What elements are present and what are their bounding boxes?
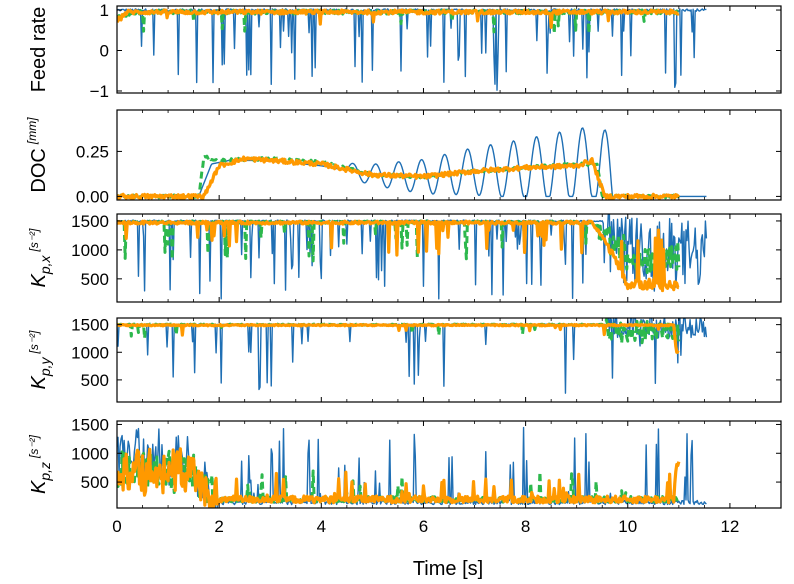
y-tick-label: 1 [100,1,109,20]
x-tick-label: 2 [214,517,223,536]
y-tick-label: 1000 [71,241,109,260]
x-tick-label: 12 [720,517,739,536]
y-axis-label: Kp,x[s⁻²] [27,228,53,288]
y-tick-label: 1500 [71,212,109,231]
y-tick-label: 500 [81,270,109,289]
y-axis-label: Kp,z [s⁻²] [27,434,53,494]
y-tick-label: 1000 [71,343,109,362]
y-tick-label: 1500 [71,316,109,335]
series-line-orange [117,155,680,200]
y-label-main: Feed rate [28,7,50,93]
y-axis-label: DOC [mm] [25,117,50,193]
series-line-blue [117,127,707,198]
x-tick-label: 6 [419,517,428,536]
series-line-orange [117,8,680,29]
y-tick-label: 0.00 [76,187,109,206]
y-label-subscript: p,z [37,462,53,482]
y-tick-label: −1 [90,82,109,101]
x-tick-label: 8 [521,517,530,536]
x-tick-label: 10 [618,517,637,536]
panel-4-series [117,318,708,394]
y-label-unit: [mm] [25,117,39,145]
y-tick-label: 1500 [71,415,109,434]
panel-2-series [117,127,707,200]
x-axis-label: Time [s] [413,558,483,580]
y-tick-label: 500 [81,473,109,492]
x-tick-label: 4 [317,517,326,536]
y-label-unit: [s⁻²] [27,434,41,459]
panel-2-frame [116,109,782,201]
y-label-main: K [28,273,50,288]
y-tick-label: 0.25 [76,142,109,161]
y-axis-label: Feed rate [28,7,50,93]
series-line-orange [117,447,681,508]
y-tick-label: 500 [81,371,109,390]
y-tick-label: 1000 [71,444,109,463]
y-label-subscript: p,y [37,356,53,377]
y-label-subscript: p,x [37,254,53,275]
x-tick-label: 0 [112,517,121,536]
panel-1-series [117,8,707,91]
y-label-main: DOC [28,148,50,192]
y-tick-label: 0 [100,42,109,61]
y-label-main: K [28,375,50,390]
series-line-orange [117,322,680,355]
series-line-green [117,219,681,275]
series-line-orange [117,219,680,293]
y-label-unit: [s⁻²] [27,330,41,355]
y-label-unit: [s⁻²] [27,228,41,253]
series-line-blue [117,8,707,91]
panel-3-series [117,214,708,300]
y-label-main: K [28,479,50,494]
series-line-blue [117,318,708,394]
panel-5-series [117,426,707,508]
y-axis-label: Kp,y[s⁻²] [27,330,53,390]
